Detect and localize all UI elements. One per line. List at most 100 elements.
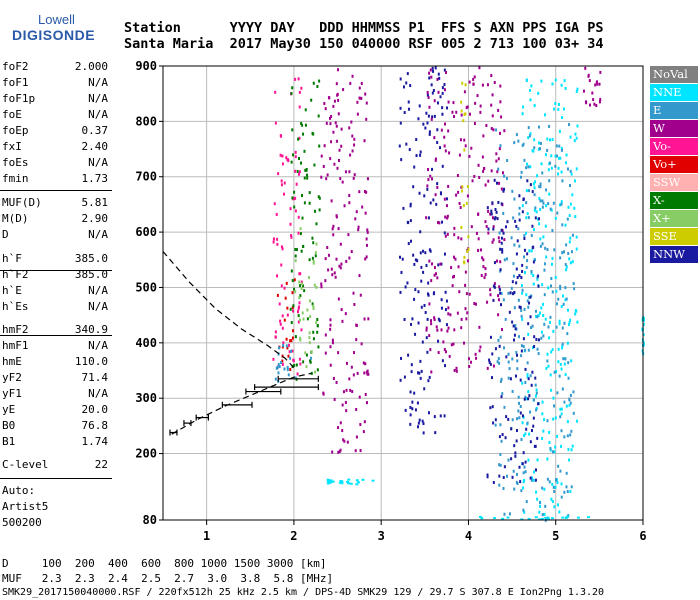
trace-point: [515, 350, 518, 354]
trace-point: [443, 252, 446, 256]
trace-point: [559, 156, 562, 160]
trace-point: [340, 480, 344, 483]
trace-point: [336, 93, 339, 97]
x-tick-label: 3: [378, 529, 385, 543]
trace-point: [526, 375, 529, 379]
trace-point: [366, 230, 369, 234]
param-row: B1 1.74: [2, 435, 108, 451]
trace-point: [457, 265, 460, 269]
trace-point: [402, 206, 405, 210]
trace-point: [423, 303, 426, 307]
trace-point: [525, 231, 528, 235]
trace-point: [295, 182, 298, 186]
trace-point: [304, 123, 307, 127]
trace-point: [289, 222, 292, 226]
trace-point: [543, 262, 546, 266]
trace-point: [320, 285, 323, 289]
trace-point: [437, 220, 440, 224]
trace-point: [567, 322, 570, 326]
trace-point: [431, 91, 434, 95]
trace-point: [576, 516, 580, 519]
trace-point: [451, 284, 454, 288]
trace-point: [461, 185, 464, 189]
trace-point: [297, 314, 300, 318]
trace-point: [534, 468, 537, 472]
trace-point: [550, 166, 553, 170]
trace-point: [496, 181, 499, 185]
trace-point: [445, 323, 448, 327]
trace-point: [363, 420, 366, 424]
trace-point: [523, 397, 526, 401]
trace-point: [469, 112, 472, 116]
trace-point: [563, 250, 566, 254]
trace-point: [532, 228, 535, 232]
trace-point: [429, 68, 432, 72]
trace-point: [554, 216, 557, 220]
trace-point: [500, 228, 503, 232]
trace-point: [537, 125, 540, 129]
trace-point: [539, 244, 542, 248]
trace-point: [437, 339, 440, 343]
trace-point: [312, 81, 315, 85]
trace-point: [332, 104, 335, 108]
trace-point: [463, 138, 466, 142]
trace-point: [352, 351, 355, 355]
trace-point: [364, 211, 367, 215]
trace-point: [555, 289, 558, 293]
trace-point: [323, 144, 326, 148]
trace-point: [419, 153, 422, 157]
trace-point: [464, 307, 467, 311]
trace-point: [516, 417, 519, 421]
trace-point: [563, 435, 566, 439]
trace-point: [553, 450, 556, 454]
trace-point: [333, 162, 336, 166]
trace-point: [551, 82, 554, 86]
trace-point: [428, 76, 431, 80]
param-name: yE: [2, 403, 16, 416]
trace-point: [351, 389, 354, 393]
trace-point: [409, 413, 412, 417]
param-row: hmF2 340.9: [2, 323, 108, 339]
trace-point: [295, 248, 298, 252]
trace-point: [274, 377, 277, 381]
trace-point: [350, 365, 353, 369]
trace-point: [430, 83, 433, 87]
trace-point: [520, 489, 523, 493]
trace-point: [427, 411, 430, 415]
trace-point: [499, 131, 502, 135]
trace-point: [337, 351, 340, 355]
param-name: h`Es: [2, 300, 29, 313]
trace-point: [465, 317, 468, 321]
trace-point: [460, 113, 463, 117]
trace-point: [500, 241, 503, 245]
trace-point: [569, 169, 572, 173]
trace-point: [525, 397, 528, 401]
trace-point: [548, 138, 551, 142]
trace-point: [440, 306, 443, 310]
trace-point: [507, 376, 510, 380]
trace-point: [517, 335, 520, 339]
y-tick-label: 500: [135, 280, 157, 294]
trace-point: [522, 486, 525, 490]
trace-point: [447, 129, 450, 133]
trace-point: [354, 449, 357, 453]
trace-point: [411, 317, 414, 321]
trace-point: [531, 346, 534, 350]
trace-point: [274, 90, 277, 94]
trace-point: [566, 217, 569, 221]
trace-point: [324, 279, 327, 283]
trace-point: [433, 273, 436, 277]
trace-point: [468, 80, 471, 84]
trace-point: [279, 319, 282, 323]
trace-point: [274, 121, 277, 125]
param-row: h`F2 385.0: [2, 268, 108, 284]
trace-point: [444, 215, 447, 219]
trace-point: [517, 409, 520, 413]
trace-point: [546, 352, 549, 356]
trace-point: [431, 115, 434, 119]
trace-point: [532, 478, 535, 482]
trace-point: [293, 205, 296, 209]
trace-point: [553, 490, 556, 494]
trace-point: [467, 247, 470, 251]
trace-point: [478, 175, 481, 179]
